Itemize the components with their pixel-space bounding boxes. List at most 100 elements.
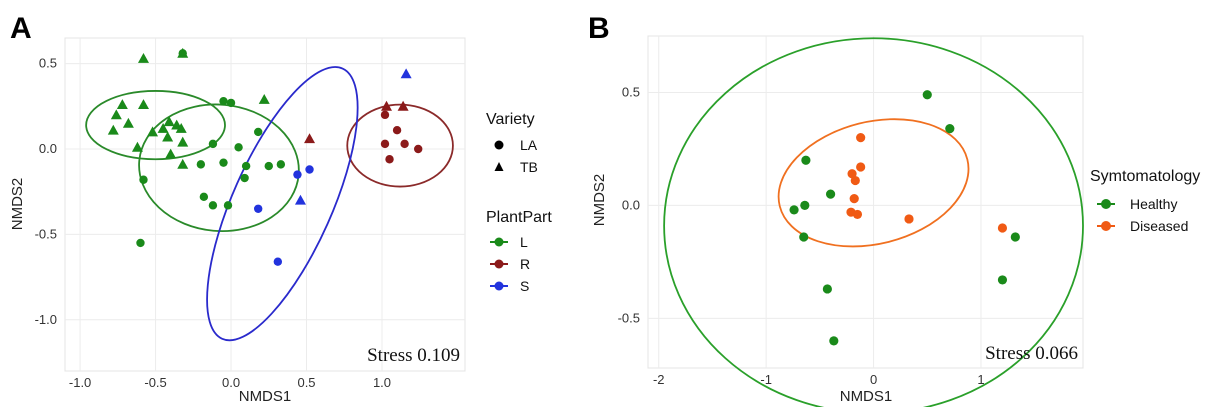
plot-a-x-tick-label: -1.0 [69,375,91,390]
point-l-triangle [137,99,149,109]
point-l-circle [208,201,218,210]
point-l-circle [219,96,228,106]
legend-plantpart-r-marker [494,259,504,269]
legend-variety-circle-marker [494,140,504,150]
plot-a-points [107,47,423,266]
point-healthy-circle [789,205,799,215]
legend-healthy-marker [1101,199,1111,209]
point-l-triangle [258,93,270,104]
plot-b-ellipses [663,37,1084,407]
point-r-circle [385,155,394,164]
plot-a-x-tick-label: 1.0 [373,375,391,390]
point-l-circle [276,160,286,169]
point-l-circle [226,98,236,108]
point-l-triangle [116,99,128,109]
point-l-circle [241,161,251,171]
point-diseased-circle [850,175,860,186]
ellipse-s [206,66,359,342]
plot-a-x-tick-label: 0.5 [297,375,315,390]
point-l-triangle [110,109,122,120]
point-r-triangle [397,100,409,111]
point-l-circle [234,143,243,152]
plot-a-stress-annotation: Stress 0.109 [367,345,460,366]
legend-plantpart-title: PlantPart [486,209,552,226]
legend-variety-tb-label: TB [520,159,538,175]
point-l-triangle [122,117,134,128]
legend-variety-triangle-marker [494,162,504,171]
point-l-circle [178,49,187,58]
panel-label-b: B [588,12,610,45]
point-diseased-circle [904,214,914,224]
point-diseased-circle [856,133,866,143]
point-l-triangle [177,158,189,169]
point-r-circle [392,126,402,135]
ellipse-healthy [663,37,1084,407]
legend-plantpart-l-marker [494,237,504,247]
legend-plantpart-r-label: R [520,256,530,272]
plot-b-x-axis-title: NMDS1 [840,388,893,405]
plot-b-stress-annotation: Stress 0.066 [985,343,1078,364]
point-s-circle [254,204,263,213]
plot-a-ticks: -1.0 -0.5 0.0 0.5 1.0 0.5 0.0 -0.5 -1.0 [35,56,391,390]
plot-a-y-tick-label: 0.0 [39,141,57,156]
legend-plantpart-l-label: L [520,234,528,250]
point-healthy-circle [829,336,839,346]
point-l-circle [136,238,145,248]
point-healthy-circle [997,275,1008,285]
plot-b-y-tick-label: 0.0 [622,197,640,212]
legend-plantpart-s-label: S [520,278,529,294]
point-l-circle [208,139,218,149]
point-healthy-circle [945,123,955,134]
plot-b-grid [648,36,1083,368]
point-r-circle [400,139,409,149]
point-diseased-circle [856,162,866,172]
plot-a-x-axis-title: NMDS1 [239,388,292,405]
point-healthy-circle [922,90,932,100]
point-s-triangle [294,194,306,205]
point-l-triangle [177,136,189,147]
point-diseased-circle [849,194,859,204]
ellipse-r [346,103,454,188]
point-healthy-circle [800,200,810,210]
plot-b-x-tick-label: -1 [760,372,772,387]
legend-healthy-label: Healthy [1130,196,1177,212]
plot-a-y-tick-label: 0.5 [39,56,57,71]
point-l-circle [196,160,206,169]
point-l-triangle [165,148,177,159]
ellipse-l-tb [85,90,226,161]
point-healthy-circle [822,284,832,294]
point-r-triangle [304,133,316,144]
point-diseased-circle [852,209,863,220]
point-l-circle [240,173,249,183]
point-l-circle [219,158,228,167]
plot-a-y-tick-label: -0.5 [35,226,57,241]
point-l-triangle [131,141,143,152]
point-l-triangle [107,124,119,135]
point-diseased-circle [997,223,1008,233]
point-healthy-circle [1010,232,1020,242]
legend-plantpart: PlantPart L R S [486,209,552,294]
point-l-triangle [163,116,175,127]
plot-a-y-tick-label: -1.0 [35,312,57,327]
point-l-triangle [157,123,169,133]
legend-variety-title: Variety [486,111,535,128]
plot-b-x-tick-label: -2 [653,372,665,387]
point-healthy-circle [801,155,811,165]
point-l-circle [264,161,273,171]
legend-variety: Variety LA TB [486,111,538,175]
plot-a-y-axis-title: NMDS2 [9,178,26,231]
legend-symtomatology: Symtomatology Healthy Diseased [1090,168,1200,234]
point-l-triangle [175,123,187,133]
legend-diseased-marker [1101,221,1111,231]
point-r-circle [380,110,390,120]
plot-b-y-tick-label: 0.5 [622,84,640,99]
plot-b-y-axis-title: NMDS2 [591,174,608,227]
point-s-circle [273,257,283,266]
legend-plantpart-s-marker [494,281,504,291]
point-s-circle [305,165,314,174]
plot-b-ticks: -2 -1 0 1 0.5 0.0 -0.5 [618,84,985,387]
point-r-circle [414,144,423,154]
point-r-triangle [381,100,393,111]
point-l-circle [139,175,148,184]
